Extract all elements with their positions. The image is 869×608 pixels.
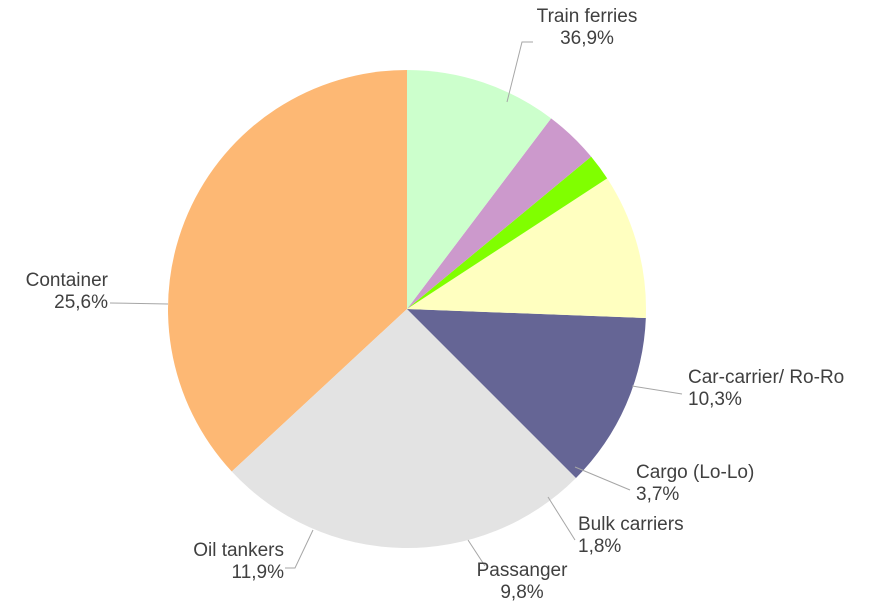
- slice-percent-label: 9,8%: [500, 582, 543, 603]
- leader-line-train-ferries: [506, 41, 533, 103]
- slice-category-label: Cargo (Lo-Lo): [636, 462, 754, 483]
- leader-line-bulk-carriers: [547, 496, 576, 541]
- data-label-passanger: Passanger 9,8%: [477, 560, 569, 603]
- pie-slices: [167, 70, 646, 549]
- pie-slice-passanger: [407, 178, 646, 319]
- slice-percent-label: 25,6%: [54, 292, 108, 313]
- data-label-cargo-lo-lo: Cargo (Lo-Lo) 3,7%: [636, 462, 754, 505]
- leader-line-cargo-lo-lo: [574, 466, 631, 491]
- pie-slice-train-ferries: [167, 70, 407, 472]
- slice-category-label: Bulk carriers: [578, 514, 684, 535]
- slice-category-label: Car-carrier/ Ro-Ro: [688, 367, 844, 388]
- slice-category-label: Passanger: [477, 560, 569, 581]
- slice-percent-label: 3,7%: [636, 484, 679, 505]
- slice-percent-label: 10,3%: [688, 389, 742, 410]
- data-label-bulk-carriers: Bulk carriers 1,8%: [578, 514, 684, 557]
- data-label-train-ferries: Train ferries 36,9%: [537, 6, 638, 49]
- slice-category-label: Train ferries: [537, 6, 638, 27]
- data-labels: Train ferries 36,9% Container 25,6% Oil tank…: [26, 6, 845, 603]
- slice-percent-label: 36,9%: [560, 28, 614, 49]
- data-label-container: Container 25,6%: [26, 270, 109, 313]
- data-label-car-carrier-ro-ro: Car-carrier/ Ro-Ro 10,3%: [688, 367, 844, 410]
- slice-category-label: Oil tankers: [193, 540, 284, 561]
- pie-slice-container: [231, 309, 576, 549]
- leader-line-container: [109, 302, 169, 305]
- leader-line-passanger: [467, 539, 486, 567]
- leader-lines: [109, 41, 683, 569]
- slice-percent-label: 11,9%: [232, 562, 285, 583]
- leader-line-oil-tankers: [285, 529, 314, 569]
- leader-line-car-carrier-ro-ro: [631, 385, 683, 395]
- slice-percent-label: 1,8%: [578, 536, 621, 557]
- data-label-oil-tankers: Oil tankers 11,9%: [193, 540, 284, 583]
- slice-category-label: Container: [26, 270, 109, 291]
- pie-slice-car-carrier-ro-ro: [407, 70, 552, 309]
- pie-slice-cargo-lo-lo: [407, 118, 592, 309]
- pie-slice-bulk-carriers: [407, 156, 608, 309]
- pie-slice-oil-tankers: [407, 309, 646, 478]
